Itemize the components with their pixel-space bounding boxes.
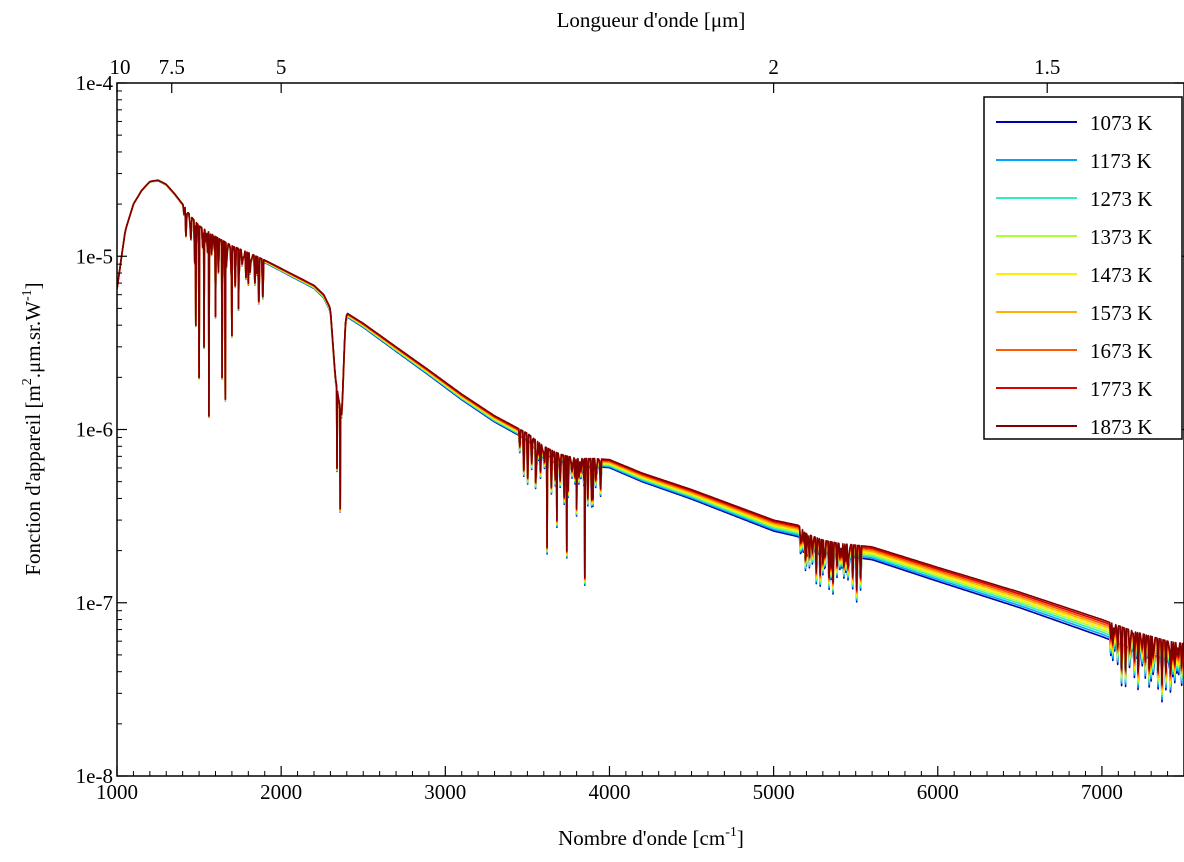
x2-tick-label: 5: [276, 55, 287, 79]
legend-label: 1373 K: [1090, 225, 1152, 249]
x-tick-label: 3000: [424, 780, 466, 804]
series-line-1873-K: [117, 179, 1184, 685]
x2-tick-label: 7.5: [159, 55, 185, 79]
x-tick-label: 4000: [588, 780, 630, 804]
y-tick-label: 1e-4: [76, 71, 114, 95]
legend-label: 1173 K: [1090, 149, 1152, 173]
x-tick-label: 7000: [1081, 780, 1123, 804]
legend-label: 1673 K: [1090, 339, 1152, 363]
legend-label: 1573 K: [1090, 301, 1152, 325]
legend-box: [983, 96, 1183, 440]
y-tick-label: 1e-6: [76, 418, 113, 442]
x-tick-label: 1000: [96, 780, 138, 804]
x2-tick-label: 2: [768, 55, 779, 79]
x-axis-title: Nombre d'onde [cm-1]: [558, 825, 744, 850]
y-tick-label: 1e-5: [76, 244, 113, 268]
x-tick-label: 6000: [917, 780, 959, 804]
y-tick-label: 1e-7: [76, 591, 113, 615]
x-tick-label: 5000: [753, 780, 795, 804]
x2-axis-title: Longueur d'onde [μm]: [557, 8, 746, 32]
y-axis-title: Fonction d'appareil [m2.μm.sr.W-1]: [20, 282, 45, 575]
x2-tick-label: 10: [110, 55, 131, 79]
x2-axis: 10 7.5 5 2 1.5: [110, 55, 1060, 93]
y-tick-label: 1e-8: [76, 764, 113, 788]
legend-label: 1273 K: [1090, 187, 1152, 211]
legend: 1073 K 1173 K 1273 K 1373 K 1473 K 1573 K 1673…: [983, 96, 1183, 440]
x-axis: 1000 2000 3000 4000 5000 6000 7000: [96, 766, 1169, 804]
legend-label: 1773 K: [1090, 377, 1152, 401]
spectral-curves: [117, 179, 1184, 703]
legend-label: 1073 K: [1090, 111, 1152, 135]
x-tick-label: 2000: [260, 780, 302, 804]
y-axis: 1e-8 1e-7 1e-6 1e-5 1e-4: [76, 71, 1184, 788]
x2-tick-label: 1.5: [1034, 55, 1060, 79]
legend-label: 1873 K: [1090, 415, 1152, 439]
legend-label: 1473 K: [1090, 263, 1152, 287]
